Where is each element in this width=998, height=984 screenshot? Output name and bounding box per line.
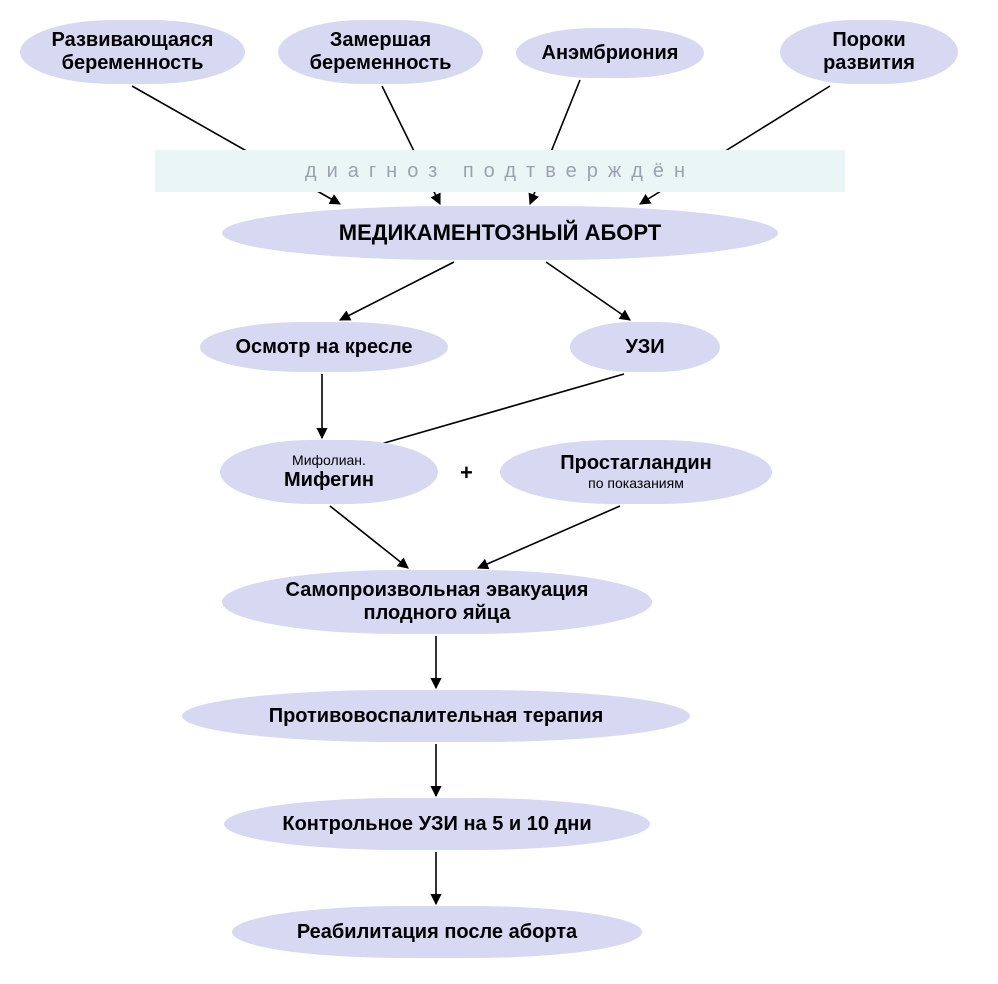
node-n_dev: Развивающаясябеременность: [20, 20, 245, 84]
edge-arrow: [360, 374, 624, 450]
node-label-line: беременность: [52, 52, 214, 75]
edge-arrow: [546, 262, 630, 320]
node-label: МЕДИКАМЕНТОЗНЫЙ АБОРТ: [339, 220, 661, 245]
node-n_medab: МЕДИКАМЕНТОЗНЫЙ АБОРТ: [222, 206, 778, 260]
node-label: УЗИ: [625, 336, 664, 359]
node-label: Анэмбриония: [542, 42, 679, 65]
node-label: Замершаябеременность: [310, 29, 452, 75]
node-label-line: Противовоспалительная терапия: [269, 705, 604, 728]
node-n_uzi: УЗИ: [570, 322, 720, 372]
node-n_ctrl: Контрольное УЗИ на 5 и 10 дни: [224, 798, 650, 850]
node-label-line: плодного яйца: [286, 602, 589, 625]
node-label-line: Самопроизвольная эвакуация: [286, 579, 589, 602]
node-label-line: Реабилитация после аборта: [297, 921, 577, 944]
node-label: Осмотр на кресле: [235, 336, 412, 359]
banner-text: диагноз подтверждён: [305, 160, 695, 183]
node-n_malf: Порокиразвития: [780, 20, 958, 84]
node-n_miss: Замершаябеременность: [278, 20, 483, 84]
node-label-line: Развивающаяся: [52, 29, 214, 52]
node-label-line: Пороки: [823, 29, 915, 52]
edge-arrow: [340, 262, 454, 320]
node-label: Реабилитация после аборта: [297, 921, 577, 944]
node-n_anti: Противовоспалительная терапия: [182, 690, 690, 742]
node-label-line: Мифегин: [284, 469, 374, 492]
node-n_mif: Мифолиан.Мифегин: [220, 440, 438, 504]
node-label-line: Замершая: [310, 29, 452, 52]
node-label: Простагландинпо показаниям: [560, 452, 711, 491]
node-label-line: Осмотр на кресле: [235, 336, 412, 359]
node-label-line: по показаниям: [560, 475, 711, 491]
node-n_pg: Простагландинпо показаниям: [500, 440, 772, 504]
node-label-line: Анэмбриония: [542, 42, 679, 65]
node-label-line: Мифолиан.: [284, 452, 374, 468]
node-label: Противовоспалительная терапия: [269, 705, 604, 728]
node-n_anemb: Анэмбриония: [516, 28, 704, 78]
node-label: Контрольное УЗИ на 5 и 10 дни: [282, 813, 591, 836]
node-n_rehab: Реабилитация после аборта: [232, 906, 642, 958]
node-n_exam: Осмотр на кресле: [200, 322, 448, 372]
edge-arrow: [478, 506, 620, 568]
node-label-line: Простагландин: [560, 452, 711, 475]
node-label: Развивающаясябеременность: [52, 29, 214, 75]
node-n_evac: Самопроизвольная эвакуацияплодного яйца: [222, 570, 652, 634]
node-label: Порокиразвития: [823, 29, 915, 75]
node-label: Мифолиан.Мифегин: [284, 452, 374, 491]
node-label-line: развития: [823, 52, 915, 75]
node-label-line: УЗИ: [625, 336, 664, 359]
flowchart-stage: диагноз подтверждёнРазвивающаясябеременн…: [0, 0, 998, 984]
plus-symbol: +: [460, 460, 473, 486]
diagnosis-banner: диагноз подтверждён: [155, 150, 845, 192]
edge-arrow: [330, 506, 408, 568]
node-label-line: Контрольное УЗИ на 5 и 10 дни: [282, 813, 591, 836]
node-label-line: беременность: [310, 52, 452, 75]
node-label: Самопроизвольная эвакуацияплодного яйца: [286, 579, 589, 625]
node-label-line: МЕДИКАМЕНТОЗНЫЙ АБОРТ: [339, 220, 661, 245]
